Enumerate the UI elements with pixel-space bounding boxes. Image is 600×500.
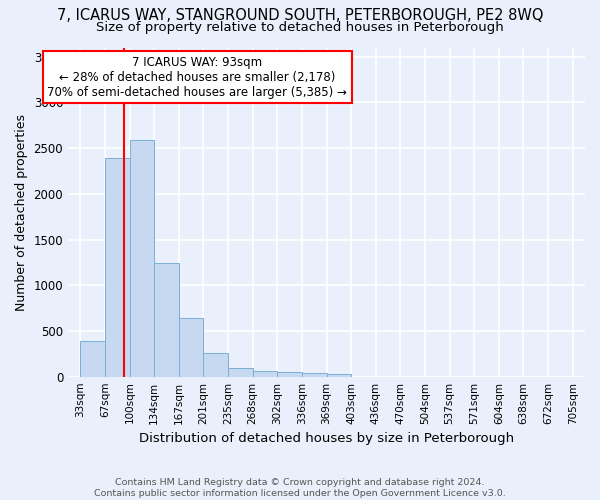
Bar [130,140,154,376]
Text: Contains HM Land Registry data © Crown copyright and database right 2024.
Contai: Contains HM Land Registry data © Crown c… [94,478,506,498]
Text: Size of property relative to detached houses in Peterborough: Size of property relative to detached ho… [96,21,504,34]
Bar [179,318,203,376]
Bar [80,341,105,376]
X-axis label: Distribution of detached houses by size in Peterborough: Distribution of detached houses by size … [139,432,514,445]
Bar [203,354,228,376]
Y-axis label: Number of detached properties: Number of detached properties [15,114,28,310]
Bar [326,374,351,376]
Bar [253,371,277,376]
Bar [302,373,326,376]
Bar [228,368,253,376]
Bar [105,158,130,376]
Text: 7, ICARUS WAY, STANGROUND SOUTH, PETERBOROUGH, PE2 8WQ: 7, ICARUS WAY, STANGROUND SOUTH, PETERBO… [57,8,543,22]
Bar [277,372,302,376]
Bar [154,264,179,376]
Text: 7 ICARUS WAY: 93sqm
← 28% of detached houses are smaller (2,178)
70% of semi-det: 7 ICARUS WAY: 93sqm ← 28% of detached ho… [47,56,347,98]
